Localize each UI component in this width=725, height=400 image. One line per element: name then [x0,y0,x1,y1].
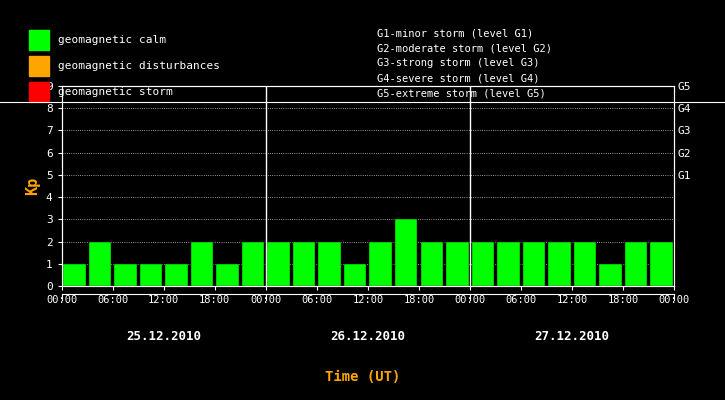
Bar [548,242,571,286]
Bar [318,242,341,286]
Bar [420,242,443,286]
Bar [370,242,392,286]
Bar [446,242,468,286]
Bar [599,264,621,286]
Text: G3-strong storm (level G3): G3-strong storm (level G3) [377,58,539,68]
Bar [573,242,596,286]
Bar [242,242,265,286]
Bar [115,264,137,286]
Bar [63,264,86,286]
Bar [650,242,673,286]
Text: G1-minor storm (level G1): G1-minor storm (level G1) [377,28,534,38]
Text: 27.12.2010: 27.12.2010 [534,330,610,343]
Bar [268,242,290,286]
Text: geomagnetic calm: geomagnetic calm [58,35,166,45]
Text: 26.12.2010: 26.12.2010 [331,330,405,343]
Bar [497,242,520,286]
Bar [216,264,239,286]
Bar [395,219,418,286]
Text: Time (UT): Time (UT) [325,370,400,384]
Text: geomagnetic disturbances: geomagnetic disturbances [58,61,220,71]
Bar [165,264,188,286]
Text: G4-severe storm (level G4): G4-severe storm (level G4) [377,74,539,84]
Bar [471,242,494,286]
Text: G2-moderate storm (level G2): G2-moderate storm (level G2) [377,43,552,53]
Text: 25.12.2010: 25.12.2010 [126,330,202,343]
Bar [293,242,315,286]
Text: G5-extreme storm (level G5): G5-extreme storm (level G5) [377,89,546,99]
Bar [344,264,366,286]
Y-axis label: Kp: Kp [25,177,41,195]
Bar [140,264,162,286]
Bar [191,242,213,286]
Bar [523,242,545,286]
Bar [625,242,647,286]
Bar [88,242,111,286]
Text: geomagnetic storm: geomagnetic storm [58,87,173,97]
